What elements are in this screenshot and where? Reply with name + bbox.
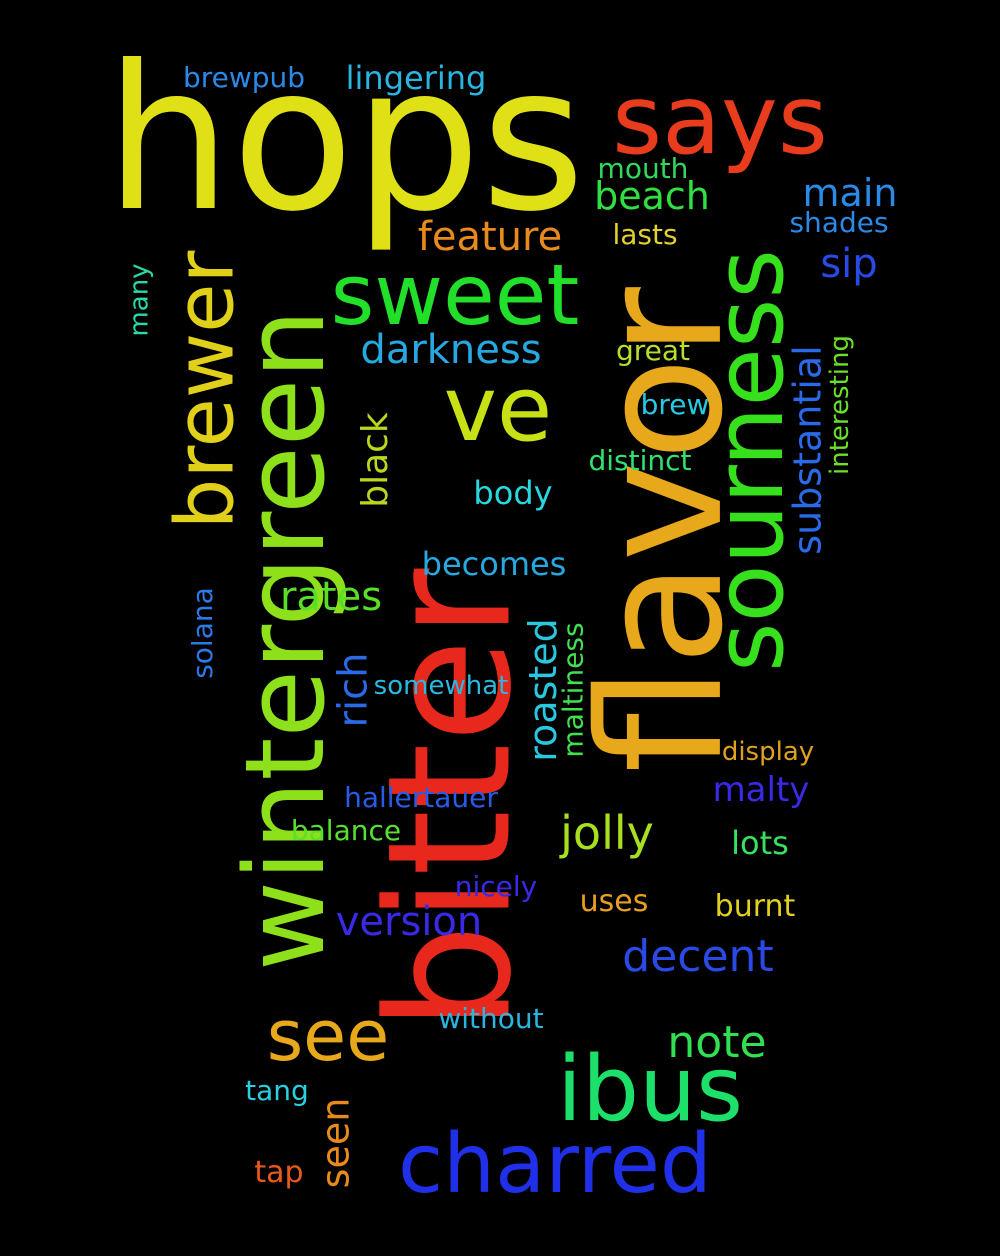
word-brewpub: brewpub bbox=[182, 61, 306, 94]
word-sourness: sourness bbox=[694, 248, 805, 672]
word-becomes: becomes bbox=[421, 545, 567, 583]
word-brew: brew bbox=[640, 388, 710, 421]
word-see: see bbox=[266, 995, 390, 1077]
word-hops: hops bbox=[104, 23, 586, 256]
word-decent: decent bbox=[622, 931, 774, 982]
word-distinct: distinct bbox=[588, 444, 692, 477]
word-sip: sip bbox=[820, 241, 878, 287]
word-shades: shades bbox=[789, 206, 889, 239]
word-burnt: burnt bbox=[714, 889, 796, 924]
word-rich: rich bbox=[330, 652, 376, 728]
word-ve: ve bbox=[443, 357, 553, 462]
word-lingering: lingering bbox=[345, 59, 487, 97]
word-substantial: substantial bbox=[786, 345, 830, 555]
word-display: display bbox=[721, 737, 815, 767]
word-black: black bbox=[355, 412, 396, 508]
word-balance: balance bbox=[290, 814, 402, 847]
word-without: without bbox=[438, 1002, 544, 1035]
word-note: note bbox=[667, 1017, 767, 1068]
word-seen: seen bbox=[312, 1097, 357, 1189]
word-interesting: interesting bbox=[824, 335, 855, 475]
word-darkness: darkness bbox=[360, 327, 542, 373]
word-solana: solana bbox=[186, 587, 219, 679]
word-lasts: lasts bbox=[612, 218, 678, 251]
word-nicely: nicely bbox=[454, 870, 538, 903]
word-charred: charred bbox=[398, 1117, 712, 1212]
word-ibus: ibus bbox=[556, 1037, 744, 1142]
word-feature: feature bbox=[417, 214, 563, 260]
word-uses: uses bbox=[579, 884, 649, 919]
word-tap: tap bbox=[254, 1155, 304, 1190]
word-lots: lots bbox=[731, 824, 789, 862]
word-brewer: brewer bbox=[157, 250, 251, 530]
word-tang: tang bbox=[245, 1074, 309, 1107]
word-great: great bbox=[615, 334, 691, 367]
word-main: main bbox=[802, 171, 898, 215]
word-says: says bbox=[612, 64, 828, 176]
word-sweet: sweet bbox=[330, 246, 580, 344]
word-version: version bbox=[335, 899, 483, 945]
word-rates: rates bbox=[279, 574, 383, 620]
word-maltiness: maltiness bbox=[557, 622, 590, 758]
word-many: many bbox=[125, 263, 155, 337]
word-malty: malty bbox=[712, 770, 810, 810]
word-jolly: jolly bbox=[560, 806, 654, 860]
word-body: body bbox=[473, 474, 553, 512]
word-mouth: mouth bbox=[597, 152, 689, 185]
word-beach: beach bbox=[594, 174, 710, 218]
word-hallertauer: hallertauer bbox=[344, 781, 498, 814]
word-somewhat: somewhat bbox=[373, 671, 509, 701]
